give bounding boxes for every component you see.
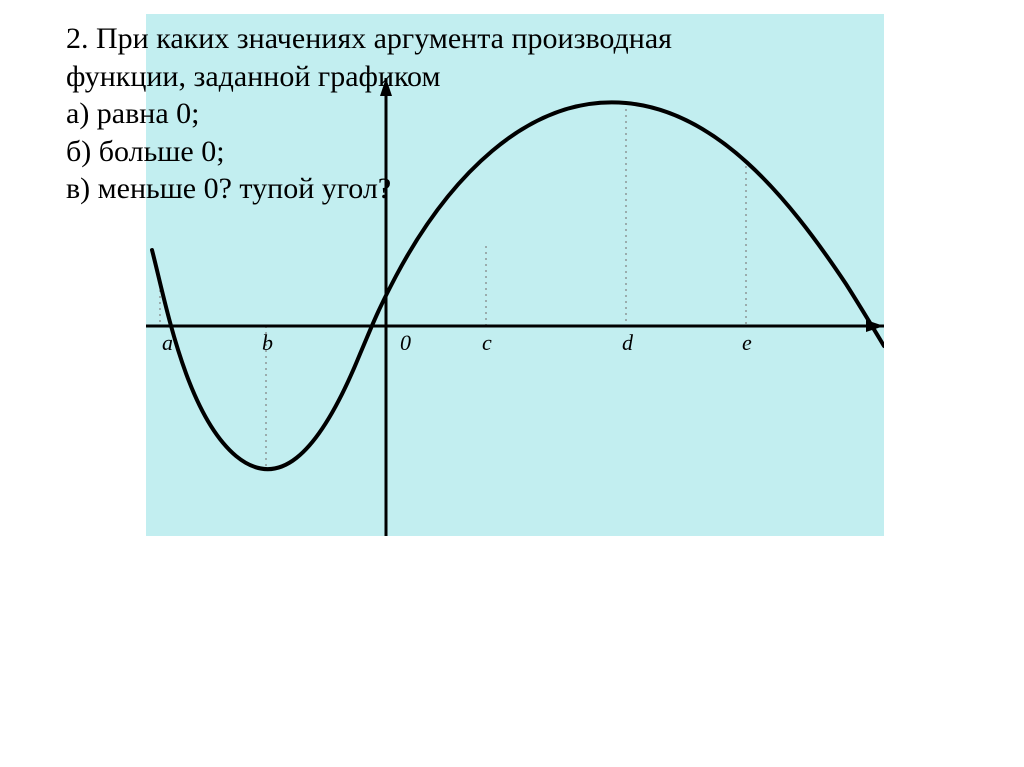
- question-line-4: б) больше 0;: [66, 133, 966, 171]
- question-line-1: 2. При каких значениях аргумента произво…: [66, 20, 966, 58]
- axis-label-a: a: [162, 330, 173, 355]
- question-text: 2. При каких значениях аргумента произво…: [66, 20, 966, 208]
- axis-label-c: c: [482, 330, 492, 355]
- origin-label: 0: [400, 330, 411, 355]
- question-line-2: функции, заданной графиком: [66, 58, 966, 96]
- question-line-3: а) равна 0;: [66, 95, 966, 133]
- axis-label-b: b: [262, 330, 273, 355]
- question-line-5: в) меньше 0? тупой угол?: [66, 170, 966, 208]
- page: 0 a b c d e 2. При каких значениях аргумента …: [0, 0, 1024, 767]
- axis-label-e: e: [742, 330, 752, 355]
- axis-label-d: d: [622, 330, 634, 355]
